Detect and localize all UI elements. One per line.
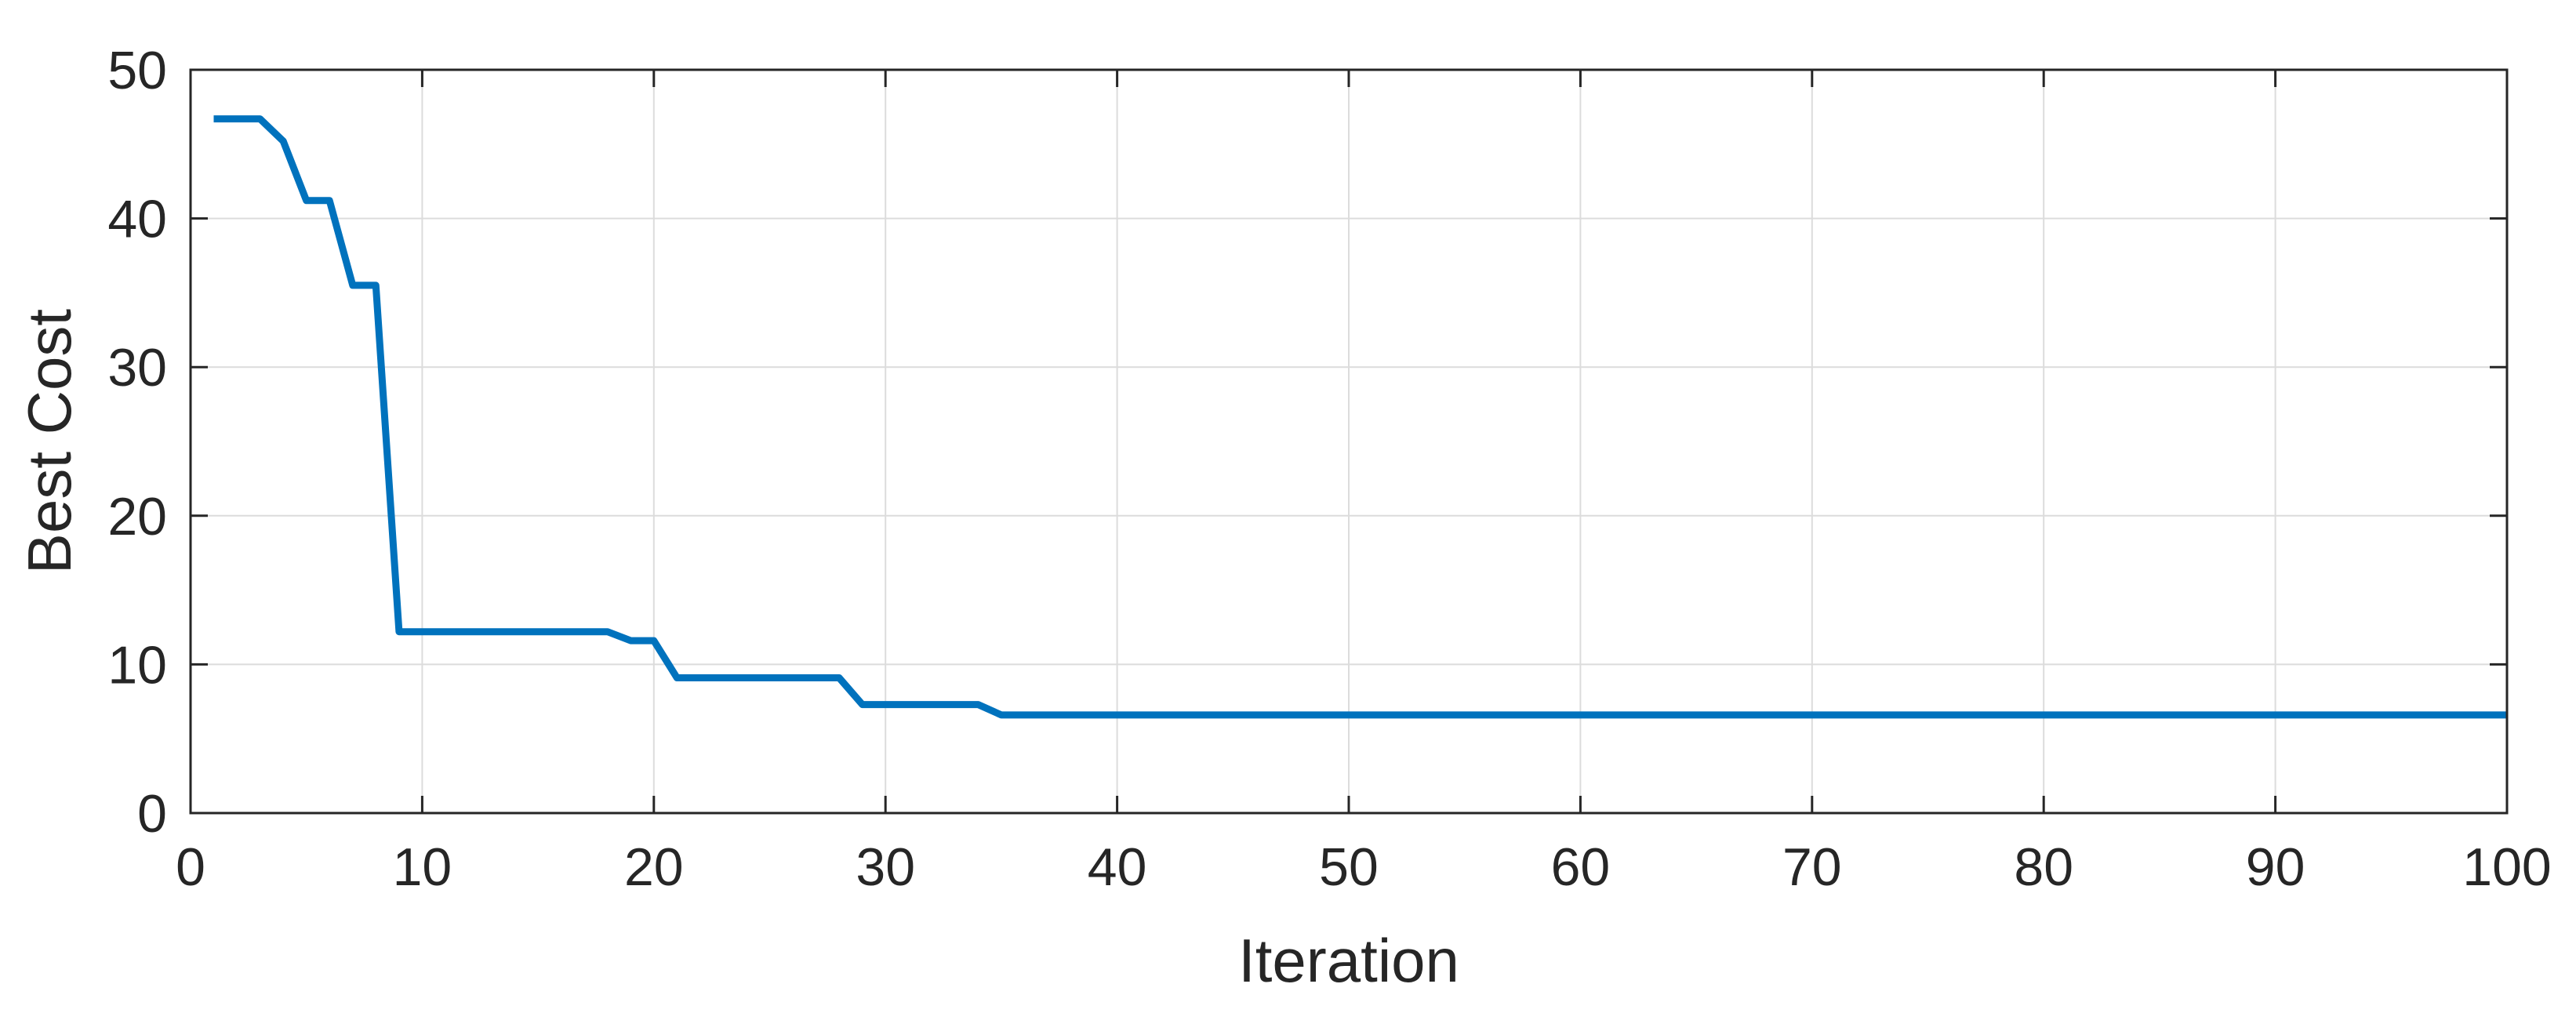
x-tick-label: 80 bbox=[2014, 837, 2073, 897]
series-line-0 bbox=[213, 115, 2507, 719]
x-tick-label: 70 bbox=[1782, 837, 1842, 897]
y-tick-label: 0 bbox=[137, 784, 167, 844]
y-tick-label: 30 bbox=[107, 338, 167, 398]
x-tick-label: 90 bbox=[2246, 837, 2305, 897]
x-axis-label: Iteration bbox=[1238, 926, 1459, 995]
x-tick-label: 50 bbox=[1319, 837, 1379, 897]
x-tick-label: 20 bbox=[624, 837, 684, 897]
y-tick-label: 20 bbox=[107, 487, 167, 546]
x-tick-label: 40 bbox=[1088, 837, 1147, 897]
grid-lines bbox=[191, 70, 2507, 813]
y-tick-label: 10 bbox=[107, 635, 167, 695]
series-layer bbox=[213, 115, 2507, 719]
y-tick-labels: 0 10 20 30 40 50 bbox=[107, 41, 167, 844]
tick-marks bbox=[189, 68, 2509, 815]
x-tick-label: 0 bbox=[176, 837, 205, 897]
x-tick-labels: 0 10 20 30 40 50 60 70 80 90 100 bbox=[176, 837, 2552, 897]
x-tick-label: 10 bbox=[393, 837, 452, 897]
y-tick-label: 40 bbox=[107, 190, 167, 249]
y-axis-label: Best Cost bbox=[15, 309, 84, 574]
x-tick-label: 100 bbox=[2462, 837, 2551, 897]
x-tick-label: 30 bbox=[856, 837, 915, 897]
y-tick-label: 50 bbox=[107, 41, 167, 100]
x-tick-label: 60 bbox=[1551, 837, 1611, 897]
